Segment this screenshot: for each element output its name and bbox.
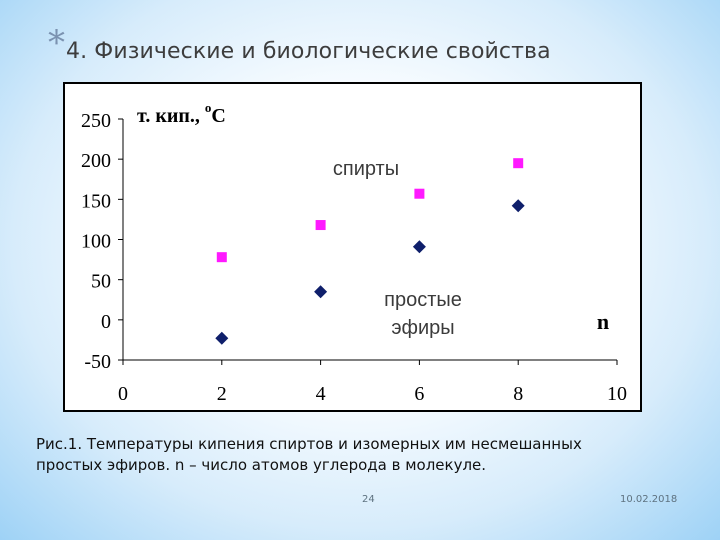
slide-title: * 4. Физические и биологические свойства — [48, 26, 688, 74]
y-tick-label: 150 — [81, 190, 111, 212]
y-tick-label: 0 — [101, 311, 111, 333]
series-label-alcohol: спирты — [333, 158, 399, 180]
caption-line-2: простых эфиров. n – число атомов углерод… — [36, 456, 487, 474]
x-axis-title: n — [597, 309, 609, 334]
chart-labels: т. кип., oC спирты простые эфиры n — [137, 100, 609, 339]
figure-caption: Рис.1. Температуры кипения спиртов и изо… — [36, 434, 676, 476]
y-tick-label: 100 — [81, 231, 111, 253]
chart-panel: 250 200 150 100 50 0 -50 0 2 4 6 8 10 т. кип., oC спи… — [63, 82, 642, 412]
ether-point — [314, 285, 328, 299]
ether-point — [215, 331, 229, 345]
y-tick-label: -50 — [84, 351, 111, 373]
caption-line-1: Рис.1. Температуры кипения спиртов и изо… — [36, 435, 582, 453]
alcohol-point — [216, 252, 227, 263]
slide-date: 10.02.2018 — [620, 494, 678, 505]
series-label-ether-line-2: эфиры — [391, 317, 454, 339]
x-tick-label: 8 — [513, 383, 523, 405]
title-bullet: * — [48, 23, 65, 63]
y-tick-label: 250 — [81, 110, 111, 132]
x-tick-label: 2 — [217, 383, 227, 405]
chart-ticks: 250 200 150 100 50 0 -50 0 2 4 6 8 10 — [81, 110, 627, 405]
alcohol-point — [414, 188, 425, 199]
ether-point — [412, 240, 426, 254]
alcohol-point — [315, 220, 326, 231]
chart-axes — [122, 119, 617, 361]
alcohol-point — [513, 158, 524, 169]
x-tick-label: 6 — [414, 383, 424, 405]
y-axis-title: т. кип., oC — [137, 100, 226, 127]
y-tick-label: 200 — [81, 150, 111, 172]
x-tick-label: 10 — [607, 383, 627, 405]
title-text: 4. Физические и биологические свойства — [66, 39, 551, 64]
series-label-ether-line-1: простые — [384, 289, 462, 311]
chart-marks — [215, 158, 525, 345]
y-tick-label: 50 — [91, 271, 111, 293]
page-number: 24 — [362, 494, 375, 505]
x-tick-label: 4 — [316, 383, 326, 405]
ether-point — [511, 199, 525, 213]
x-tick-label: 0 — [118, 383, 128, 405]
scatter-chart: 250 200 150 100 50 0 -50 0 2 4 6 8 10 т. кип., oC спи… — [81, 100, 627, 405]
